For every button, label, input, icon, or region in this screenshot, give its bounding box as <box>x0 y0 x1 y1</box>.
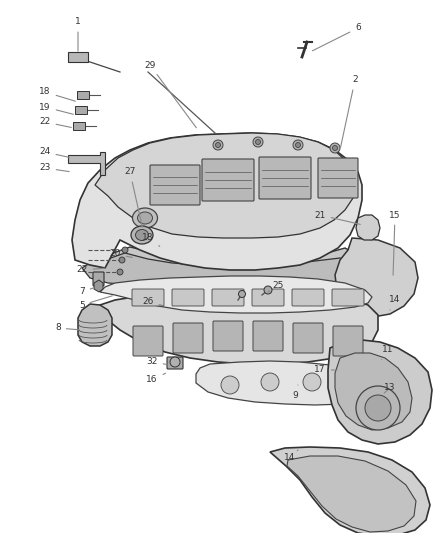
Ellipse shape <box>133 208 158 228</box>
Circle shape <box>170 357 180 367</box>
Circle shape <box>332 146 338 150</box>
Text: 11: 11 <box>381 345 394 360</box>
Bar <box>73 122 85 130</box>
Circle shape <box>213 140 223 150</box>
FancyBboxPatch shape <box>293 323 323 353</box>
FancyBboxPatch shape <box>252 289 284 306</box>
Text: 20: 20 <box>110 249 132 259</box>
FancyBboxPatch shape <box>332 289 364 306</box>
Circle shape <box>119 257 125 263</box>
Ellipse shape <box>131 226 153 244</box>
Polygon shape <box>287 456 416 532</box>
Polygon shape <box>95 291 378 364</box>
FancyBboxPatch shape <box>259 157 311 199</box>
Text: 32: 32 <box>146 358 167 367</box>
Text: 13: 13 <box>384 384 396 393</box>
FancyBboxPatch shape <box>150 165 200 205</box>
Circle shape <box>255 140 261 144</box>
Text: 25: 25 <box>268 280 284 292</box>
FancyBboxPatch shape <box>167 357 183 369</box>
Text: 2: 2 <box>341 76 358 147</box>
Polygon shape <box>335 353 412 430</box>
Polygon shape <box>196 361 382 405</box>
Text: 18: 18 <box>39 87 75 101</box>
Polygon shape <box>80 247 360 277</box>
Text: 18: 18 <box>142 233 160 246</box>
Polygon shape <box>78 304 112 346</box>
Polygon shape <box>270 447 430 533</box>
Circle shape <box>122 247 128 253</box>
Circle shape <box>365 395 391 421</box>
Polygon shape <box>82 253 360 285</box>
Bar <box>75 106 87 114</box>
Text: 24: 24 <box>39 148 69 157</box>
Bar <box>77 91 89 99</box>
FancyBboxPatch shape <box>212 289 244 306</box>
Text: 1: 1 <box>75 18 81 51</box>
Polygon shape <box>95 133 356 238</box>
Circle shape <box>261 373 279 391</box>
Circle shape <box>343 376 361 394</box>
FancyBboxPatch shape <box>213 321 243 351</box>
FancyBboxPatch shape <box>173 323 203 353</box>
Polygon shape <box>335 238 418 317</box>
Text: 29: 29 <box>144 61 196 128</box>
FancyBboxPatch shape <box>133 326 163 356</box>
Text: 23: 23 <box>39 164 69 173</box>
Text: 19: 19 <box>39 102 73 114</box>
Text: 22: 22 <box>76 265 105 274</box>
FancyBboxPatch shape <box>172 289 204 306</box>
Polygon shape <box>356 215 380 240</box>
Text: 7: 7 <box>79 287 93 296</box>
Polygon shape <box>328 340 432 444</box>
Text: 22: 22 <box>39 117 71 127</box>
FancyBboxPatch shape <box>202 159 254 201</box>
FancyBboxPatch shape <box>253 321 283 351</box>
Text: 14: 14 <box>284 450 298 463</box>
FancyBboxPatch shape <box>132 289 164 306</box>
Text: 26: 26 <box>142 297 162 306</box>
Circle shape <box>264 286 272 294</box>
Circle shape <box>303 373 321 391</box>
Circle shape <box>293 140 303 150</box>
Circle shape <box>221 376 239 394</box>
Text: 15: 15 <box>389 211 401 275</box>
Polygon shape <box>100 276 372 313</box>
FancyBboxPatch shape <box>93 272 104 286</box>
Text: 17: 17 <box>314 366 337 375</box>
Text: 5: 5 <box>79 296 112 310</box>
Bar <box>68 52 88 62</box>
Ellipse shape <box>138 212 152 224</box>
Circle shape <box>253 137 263 147</box>
Text: 14: 14 <box>389 295 401 310</box>
Polygon shape <box>94 280 103 292</box>
Circle shape <box>296 142 300 148</box>
Text: 21: 21 <box>314 211 360 224</box>
Ellipse shape <box>135 230 148 240</box>
Polygon shape <box>72 133 362 270</box>
Circle shape <box>215 142 220 148</box>
Text: 9: 9 <box>292 385 298 400</box>
Text: 8: 8 <box>55 324 79 333</box>
Polygon shape <box>68 152 105 175</box>
FancyBboxPatch shape <box>318 158 358 198</box>
Circle shape <box>330 143 340 153</box>
Circle shape <box>117 269 123 275</box>
FancyBboxPatch shape <box>292 289 324 306</box>
Text: 27: 27 <box>124 167 142 227</box>
Text: 16: 16 <box>146 373 166 384</box>
Text: 6: 6 <box>312 23 361 51</box>
FancyBboxPatch shape <box>333 326 363 356</box>
Circle shape <box>239 290 246 297</box>
Circle shape <box>356 386 400 430</box>
